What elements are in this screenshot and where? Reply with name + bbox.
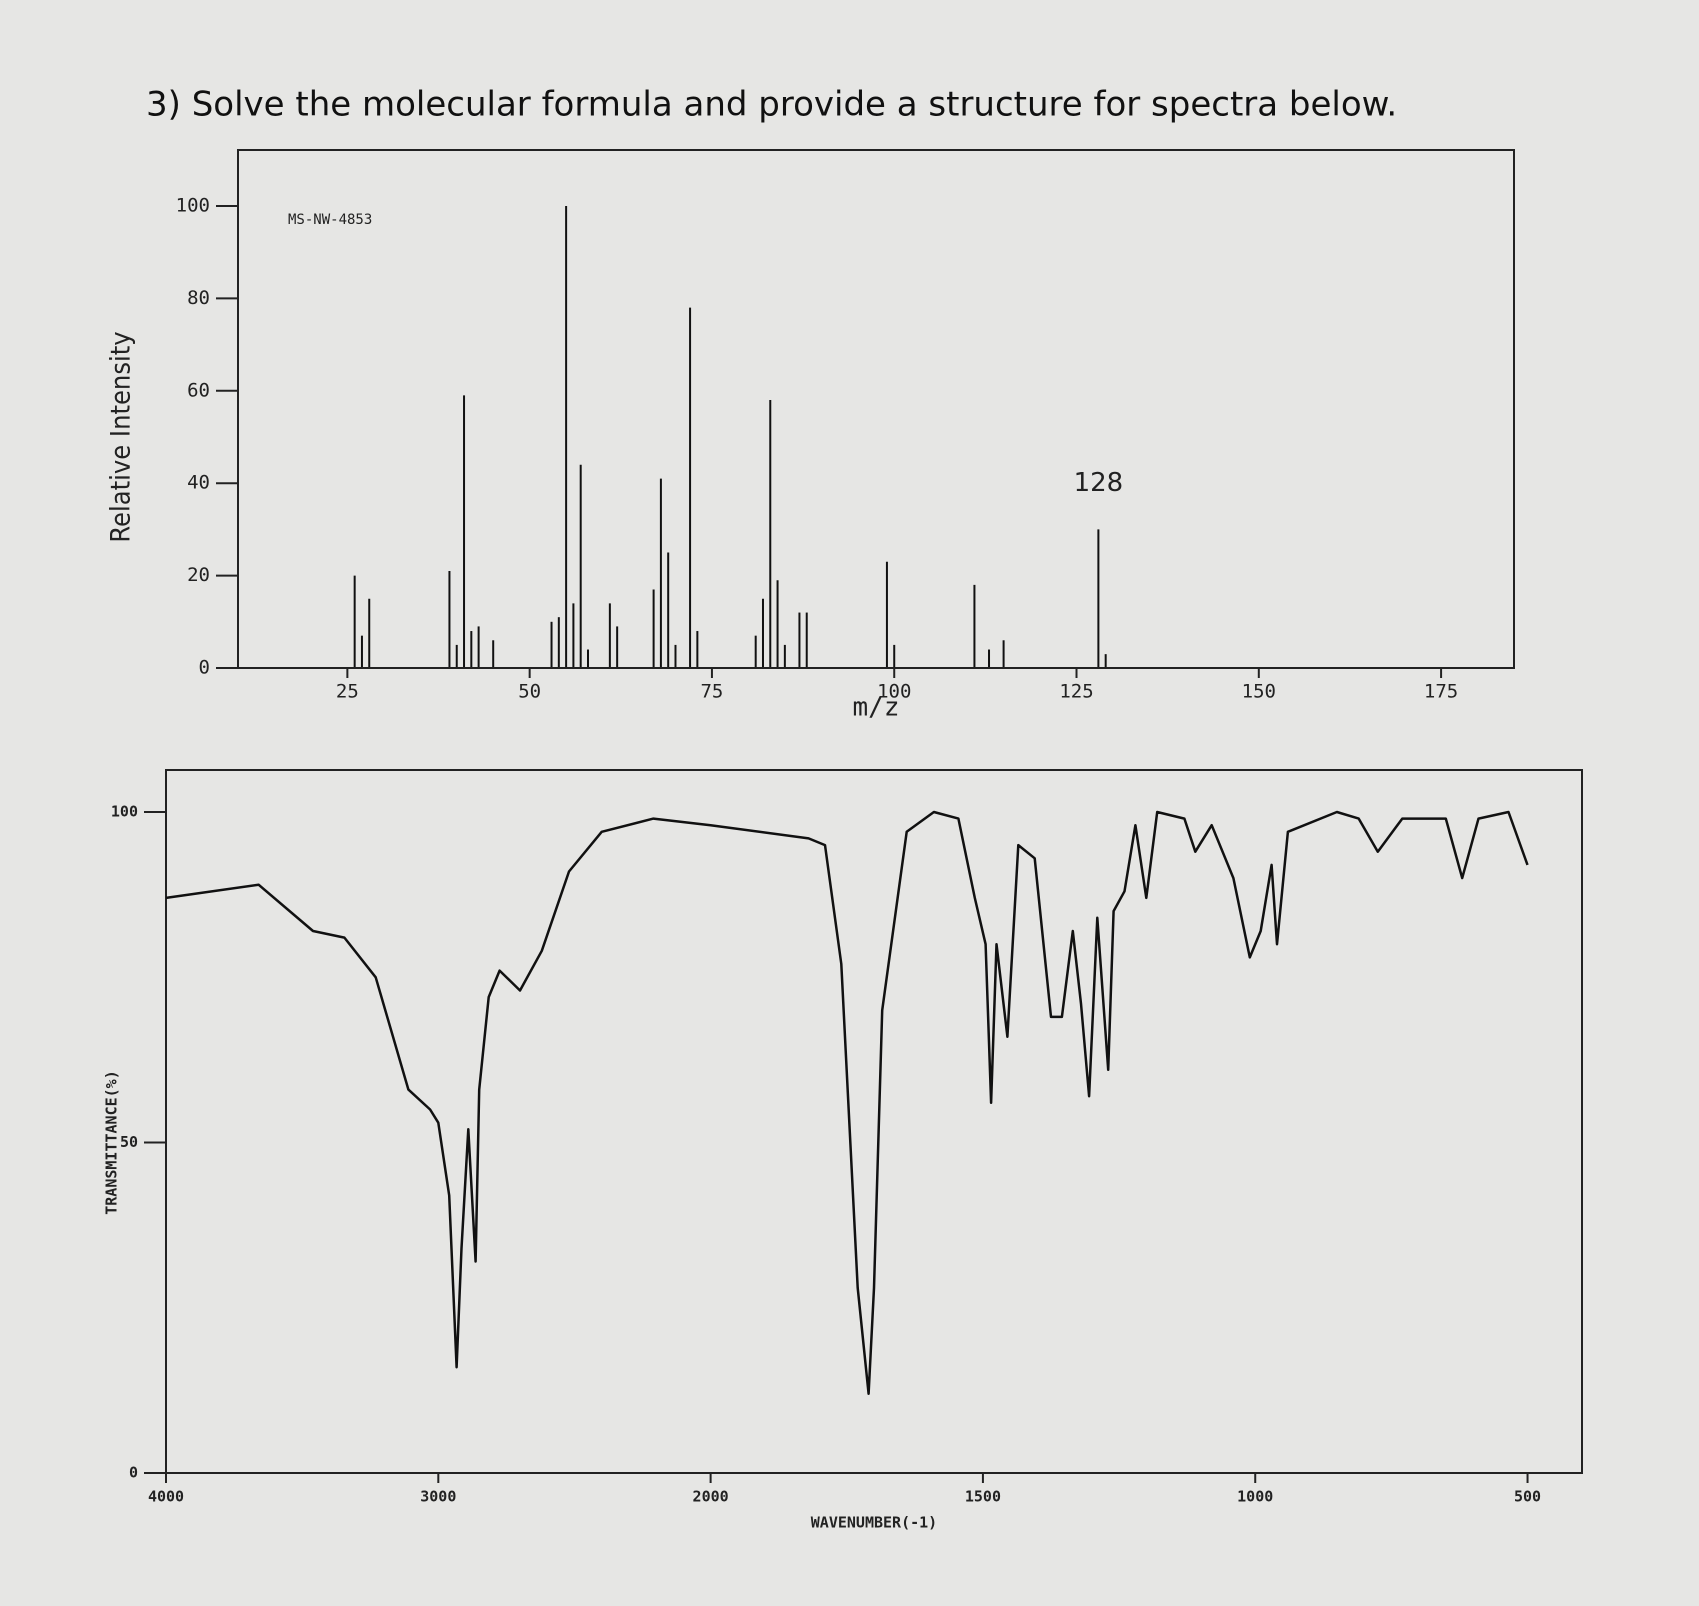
ir-trace [165, 810, 1529, 1395]
y-tick-label: 20 [187, 564, 210, 586]
ir-spectrum: 0 50 100 4000 3000 2000 1500 1000 500 WAVENUMBER(… [103, 769, 1583, 1532]
y-tick-label: 60 [187, 379, 210, 401]
x-tick-label: 2000 [693, 1488, 729, 1506]
y-tick-label: 100 [176, 195, 210, 217]
x-axis-label: WAVENUMBER(-1) [811, 1514, 937, 1532]
x-tick-label: 4000 [148, 1488, 184, 1506]
x-tick-label: 500 [1514, 1488, 1541, 1506]
x-tick-label: 125 [1059, 681, 1093, 703]
y-axis-label: TRANSMITTANCE(%) [103, 1070, 121, 1215]
x-axis-label: m/z [853, 693, 900, 723]
x-tick-label: 1000 [1237, 1488, 1273, 1506]
x-tick-label: 150 [1242, 681, 1276, 703]
annotation: 128 [1074, 468, 1124, 498]
spectrum-id: MS-NW-4853 [288, 212, 372, 228]
x-tick-label: 100 [877, 681, 911, 703]
plot-frame [237, 149, 1515, 669]
y-tick-label: 50 [120, 1133, 138, 1151]
question: 3) Solve the molecular formula and provi… [146, 85, 1397, 125]
mass-spectrum: 0 20 40 60 80 100 25 50 75 100 125 150 175 m/z Relativ… [106, 149, 1515, 723]
x-tick-label: 175 [1424, 681, 1458, 703]
x-tick-label: 25 [336, 681, 359, 703]
x-tick-label: 1500 [965, 1488, 1001, 1506]
plot-frame [165, 769, 1583, 1474]
y-tick-label: 0 [199, 657, 210, 679]
x-tick-label: 3000 [420, 1488, 456, 1506]
x-tick-label: 50 [518, 681, 541, 703]
y-tick-label: 80 [187, 287, 210, 309]
y-tick-label: 100 [111, 803, 138, 821]
x-tick-label: 75 [700, 681, 723, 703]
y-tick-label: 0 [129, 1464, 138, 1482]
y-tick-label: 40 [187, 472, 210, 494]
y-axis-label: Relative Intensity [106, 331, 137, 542]
